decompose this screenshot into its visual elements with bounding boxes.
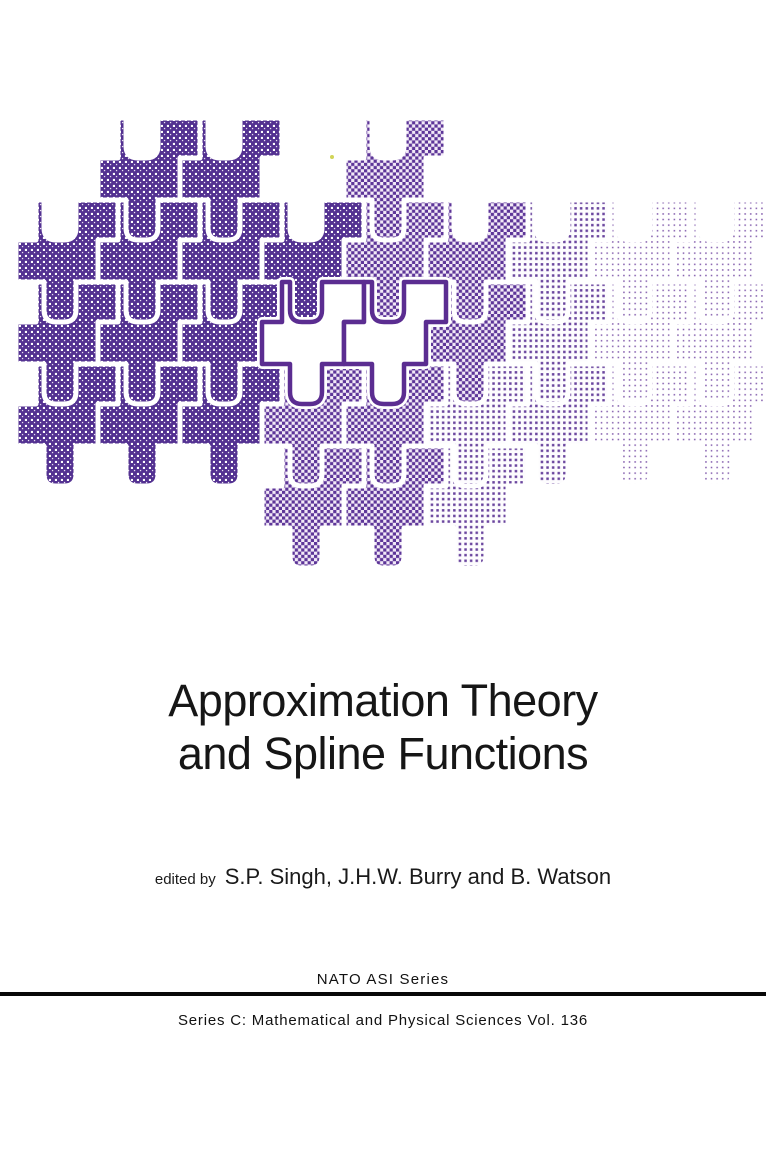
puzzle-piece [341, 279, 449, 407]
print-speck [330, 155, 334, 159]
editor-names: S.P. Singh, J.H.W. Burry and B. Watson [224, 864, 612, 889]
book-title: Approximation Theory and Spline Function… [0, 674, 766, 780]
horizontal-rule [0, 992, 766, 996]
editors-line: edited by S.P. Singh, J.H.W. Burry and B.… [0, 862, 766, 895]
edited-by-label: edited by [154, 871, 216, 888]
cover-art-tessellation [0, 0, 766, 580]
puzzle-piece [423, 443, 531, 571]
puzzle-piece [669, 361, 766, 489]
series-detail: Series C: Mathematical and Physical Scie… [177, 1012, 589, 1029]
series-name: NATO ASI Series [316, 971, 450, 988]
book-title-line1: Approximation Theory [168, 675, 598, 726]
tessellation-svg [13, 115, 766, 571]
book-title-line2: and Spline Functions [177, 728, 589, 779]
